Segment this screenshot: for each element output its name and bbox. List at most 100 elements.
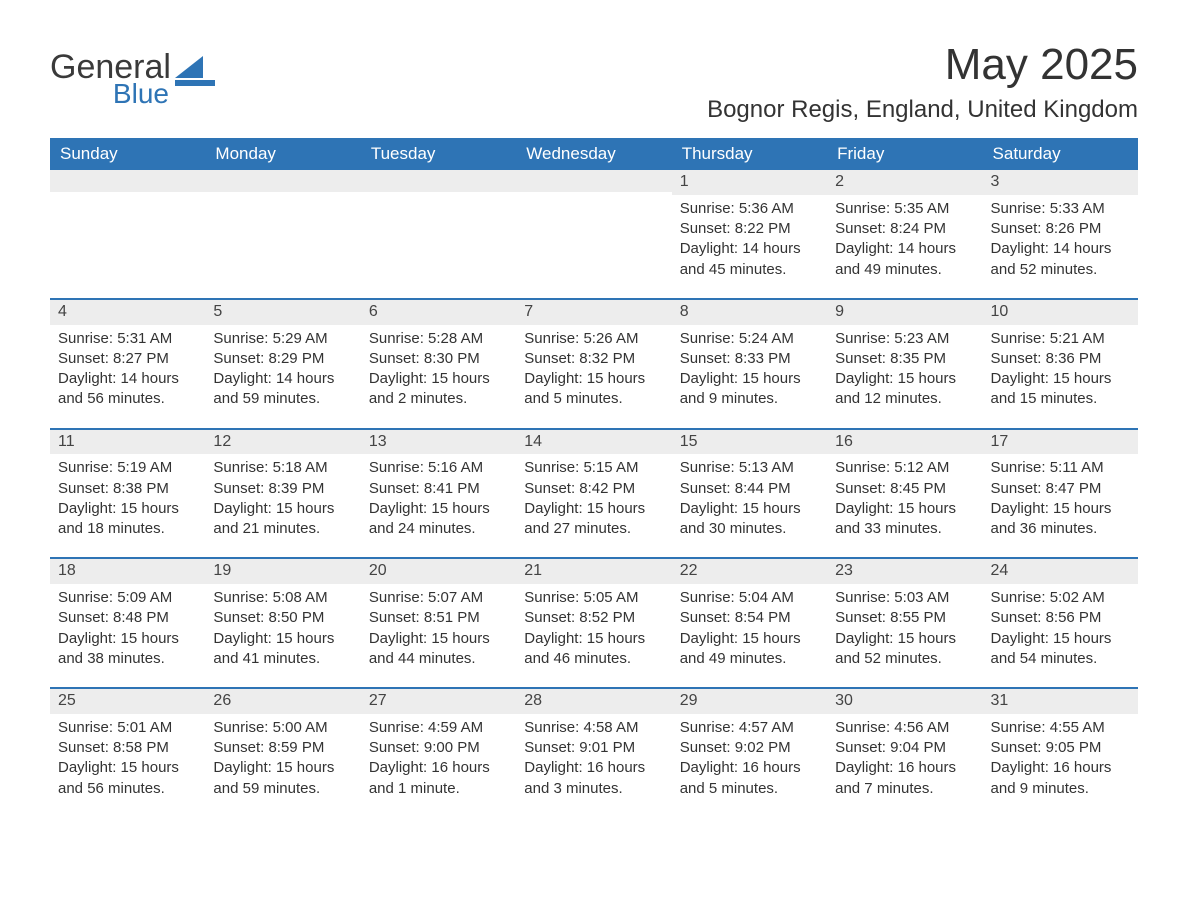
col-wednesday: Wednesday bbox=[516, 138, 671, 170]
sunset-text: Sunset: 8:41 PM bbox=[369, 479, 508, 499]
day-body: Sunrise: 5:16 AMSunset: 8:41 PMDaylight:… bbox=[361, 454, 516, 557]
sunrise-text: Sunrise: 4:56 AM bbox=[835, 718, 974, 738]
calendar-cell: 16Sunrise: 5:12 AMSunset: 8:45 PMDayligh… bbox=[827, 429, 982, 559]
sunrise-text: Sunrise: 5:36 AM bbox=[680, 199, 819, 219]
day-body: Sunrise: 5:07 AMSunset: 8:51 PMDaylight:… bbox=[361, 584, 516, 687]
calendar-cell: 24Sunrise: 5:02 AMSunset: 8:56 PMDayligh… bbox=[983, 558, 1138, 688]
calendar-cell: 20Sunrise: 5:07 AMSunset: 8:51 PMDayligh… bbox=[361, 558, 516, 688]
sunset-text: Sunset: 9:00 PM bbox=[369, 738, 508, 758]
calendar-cell: 8Sunrise: 5:24 AMSunset: 8:33 PMDaylight… bbox=[672, 299, 827, 429]
day-body: Sunrise: 5:03 AMSunset: 8:55 PMDaylight:… bbox=[827, 584, 982, 687]
day-number: 24 bbox=[983, 559, 1138, 584]
sunset-text: Sunset: 9:01 PM bbox=[524, 738, 663, 758]
sunrise-text: Sunrise: 5:31 AM bbox=[58, 329, 197, 349]
day-number bbox=[516, 170, 671, 192]
sunset-text: Sunset: 8:45 PM bbox=[835, 479, 974, 499]
calendar-cell: 7Sunrise: 5:26 AMSunset: 8:32 PMDaylight… bbox=[516, 299, 671, 429]
col-friday: Friday bbox=[827, 138, 982, 170]
sunset-text: Sunset: 8:39 PM bbox=[213, 479, 352, 499]
daylight-text: Daylight: 15 hours and 38 minutes. bbox=[58, 629, 197, 670]
page-title: May 2025 bbox=[707, 40, 1138, 90]
daylight-text: Daylight: 14 hours and 49 minutes. bbox=[835, 239, 974, 280]
day-number: 26 bbox=[205, 689, 360, 714]
day-body: Sunrise: 5:04 AMSunset: 8:54 PMDaylight:… bbox=[672, 584, 827, 687]
col-monday: Monday bbox=[205, 138, 360, 170]
calendar-week: 11Sunrise: 5:19 AMSunset: 8:38 PMDayligh… bbox=[50, 429, 1138, 559]
sunset-text: Sunset: 8:52 PM bbox=[524, 608, 663, 628]
sunrise-text: Sunrise: 4:58 AM bbox=[524, 718, 663, 738]
daylight-text: Daylight: 15 hours and 27 minutes. bbox=[524, 499, 663, 540]
day-number: 7 bbox=[516, 300, 671, 325]
sunset-text: Sunset: 8:32 PM bbox=[524, 349, 663, 369]
day-body: Sunrise: 4:57 AMSunset: 9:02 PMDaylight:… bbox=[672, 714, 827, 817]
sunrise-text: Sunrise: 5:21 AM bbox=[991, 329, 1130, 349]
day-number: 13 bbox=[361, 430, 516, 455]
day-body: Sunrise: 5:00 AMSunset: 8:59 PMDaylight:… bbox=[205, 714, 360, 817]
day-number: 20 bbox=[361, 559, 516, 584]
calendar-cell bbox=[361, 170, 516, 299]
sunset-text: Sunset: 8:50 PM bbox=[213, 608, 352, 628]
daylight-text: Daylight: 15 hours and 33 minutes. bbox=[835, 499, 974, 540]
sunrise-text: Sunrise: 5:24 AM bbox=[680, 329, 819, 349]
daylight-text: Daylight: 15 hours and 21 minutes. bbox=[213, 499, 352, 540]
calendar-cell: 30Sunrise: 4:56 AMSunset: 9:04 PMDayligh… bbox=[827, 688, 982, 817]
sunset-text: Sunset: 8:51 PM bbox=[369, 608, 508, 628]
day-number: 1 bbox=[672, 170, 827, 195]
daylight-text: Daylight: 15 hours and 46 minutes. bbox=[524, 629, 663, 670]
sunrise-text: Sunrise: 5:15 AM bbox=[524, 458, 663, 478]
sunset-text: Sunset: 8:58 PM bbox=[58, 738, 197, 758]
sunrise-text: Sunrise: 4:59 AM bbox=[369, 718, 508, 738]
day-number: 21 bbox=[516, 559, 671, 584]
calendar-week: 4Sunrise: 5:31 AMSunset: 8:27 PMDaylight… bbox=[50, 299, 1138, 429]
daylight-text: Daylight: 15 hours and 36 minutes. bbox=[991, 499, 1130, 540]
calendar-cell bbox=[516, 170, 671, 299]
sunrise-text: Sunrise: 5:03 AM bbox=[835, 588, 974, 608]
day-body: Sunrise: 5:18 AMSunset: 8:39 PMDaylight:… bbox=[205, 454, 360, 557]
day-body bbox=[516, 192, 671, 288]
page-subtitle: Bognor Regis, England, United Kingdom bbox=[707, 96, 1138, 124]
sunset-text: Sunset: 9:04 PM bbox=[835, 738, 974, 758]
sunset-text: Sunset: 9:05 PM bbox=[991, 738, 1130, 758]
day-number: 10 bbox=[983, 300, 1138, 325]
calendar-cell: 4Sunrise: 5:31 AMSunset: 8:27 PMDaylight… bbox=[50, 299, 205, 429]
day-number: 3 bbox=[983, 170, 1138, 195]
day-number: 4 bbox=[50, 300, 205, 325]
day-number: 16 bbox=[827, 430, 982, 455]
daylight-text: Daylight: 15 hours and 2 minutes. bbox=[369, 369, 508, 410]
calendar-cell: 28Sunrise: 4:58 AMSunset: 9:01 PMDayligh… bbox=[516, 688, 671, 817]
header: General Blue May 2025 Bognor Regis, Engl… bbox=[50, 30, 1138, 138]
day-body: Sunrise: 5:29 AMSunset: 8:29 PMDaylight:… bbox=[205, 325, 360, 428]
daylight-text: Daylight: 16 hours and 3 minutes. bbox=[524, 758, 663, 799]
calendar-cell bbox=[205, 170, 360, 299]
sunset-text: Sunset: 8:29 PM bbox=[213, 349, 352, 369]
day-body bbox=[361, 192, 516, 288]
daylight-text: Daylight: 15 hours and 12 minutes. bbox=[835, 369, 974, 410]
day-body: Sunrise: 4:58 AMSunset: 9:01 PMDaylight:… bbox=[516, 714, 671, 817]
day-number: 22 bbox=[672, 559, 827, 584]
day-body: Sunrise: 5:31 AMSunset: 8:27 PMDaylight:… bbox=[50, 325, 205, 428]
day-number bbox=[361, 170, 516, 192]
day-number: 19 bbox=[205, 559, 360, 584]
calendar-cell: 10Sunrise: 5:21 AMSunset: 8:36 PMDayligh… bbox=[983, 299, 1138, 429]
sunrise-text: Sunrise: 5:04 AM bbox=[680, 588, 819, 608]
daylight-text: Daylight: 16 hours and 5 minutes. bbox=[680, 758, 819, 799]
daylight-text: Daylight: 15 hours and 49 minutes. bbox=[680, 629, 819, 670]
day-body bbox=[205, 192, 360, 288]
sunset-text: Sunset: 8:44 PM bbox=[680, 479, 819, 499]
calendar-week: 18Sunrise: 5:09 AMSunset: 8:48 PMDayligh… bbox=[50, 558, 1138, 688]
calendar-body: 1Sunrise: 5:36 AMSunset: 8:22 PMDaylight… bbox=[50, 170, 1138, 817]
sunrise-text: Sunrise: 5:02 AM bbox=[991, 588, 1130, 608]
sunset-text: Sunset: 8:56 PM bbox=[991, 608, 1130, 628]
sunrise-text: Sunrise: 5:33 AM bbox=[991, 199, 1130, 219]
day-body: Sunrise: 4:55 AMSunset: 9:05 PMDaylight:… bbox=[983, 714, 1138, 817]
daylight-text: Daylight: 14 hours and 45 minutes. bbox=[680, 239, 819, 280]
day-number: 2 bbox=[827, 170, 982, 195]
daylight-text: Daylight: 15 hours and 56 minutes. bbox=[58, 758, 197, 799]
col-tuesday: Tuesday bbox=[361, 138, 516, 170]
sunset-text: Sunset: 8:24 PM bbox=[835, 219, 974, 239]
day-body: Sunrise: 5:24 AMSunset: 8:33 PMDaylight:… bbox=[672, 325, 827, 428]
sunrise-text: Sunrise: 4:55 AM bbox=[991, 718, 1130, 738]
sunset-text: Sunset: 8:27 PM bbox=[58, 349, 197, 369]
calendar-cell: 14Sunrise: 5:15 AMSunset: 8:42 PMDayligh… bbox=[516, 429, 671, 559]
sunrise-text: Sunrise: 5:01 AM bbox=[58, 718, 197, 738]
